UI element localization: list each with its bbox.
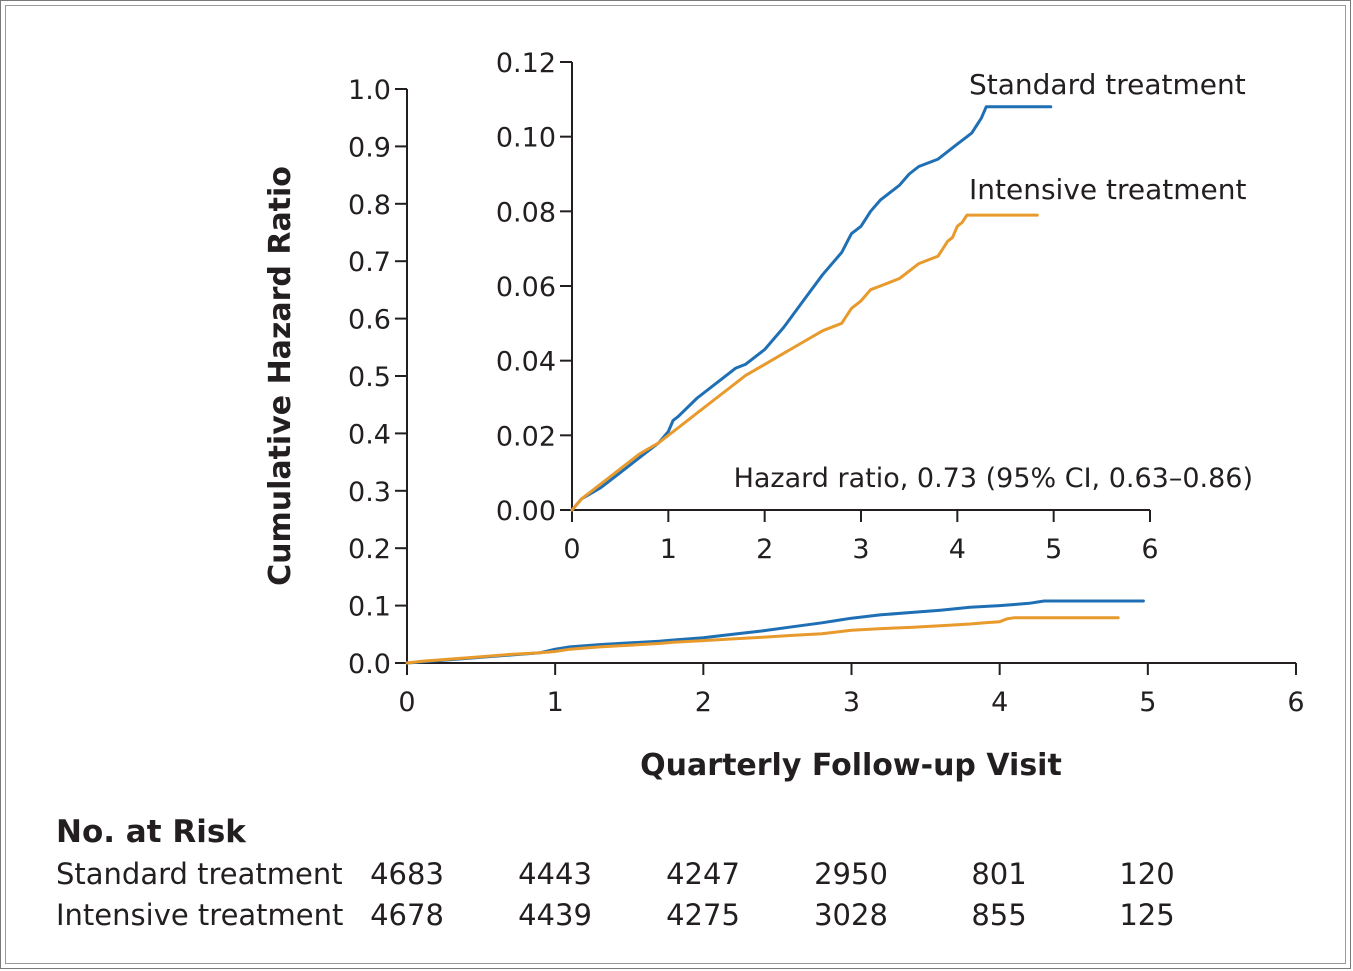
main-y-tick-label: 0.3 (348, 477, 391, 508)
main-y-tick-label: 0.8 (348, 190, 391, 221)
risk-row-label: Standard treatment (56, 857, 343, 891)
risk-count: 801 (971, 857, 1026, 891)
risk-count: 4275 (666, 898, 740, 932)
inset-x-tick-label: 3 (852, 534, 869, 565)
risk-count: 2950 (814, 857, 888, 891)
inset-x-tick-label: 2 (756, 534, 773, 565)
standard-treatment-label: Standard treatment (969, 68, 1246, 101)
main-y-tick-label: 0.5 (348, 362, 391, 393)
main-y-ticks: 0.0 0.1 0.2 0.3 0.4 0.5 0.6 0.7 0.8 0.9 1.0 (348, 75, 407, 680)
x-axis-title: Quarterly Follow-up Visit (640, 748, 1062, 783)
risk-count: 4439 (518, 898, 592, 932)
main-x-tick-label: 6 (1287, 687, 1304, 718)
inset-y-tick-label: 0.00 (496, 496, 556, 527)
intensive-treatment-label: Intensive treatment (969, 173, 1247, 206)
risk-count: 4443 (518, 857, 592, 891)
y-axis-title: Cumulative Hazard Ratio (263, 166, 298, 586)
main-x-ticks: 0 1 2 3 4 5 6 (398, 663, 1305, 718)
inset-x-tick-label: 0 (563, 534, 580, 565)
inset-x-ticks: 0 1 2 3 4 5 6 (563, 510, 1159, 565)
inset-y-tick-label: 0.06 (496, 272, 556, 303)
main-y-tick-label: 0.2 (348, 534, 391, 565)
inset-y-tick-label: 0.08 (496, 197, 556, 228)
main-x-tick-label: 1 (547, 687, 564, 718)
main-y-tick-label: 0.6 (348, 305, 391, 336)
risk-count: 4247 (666, 857, 740, 891)
risk-count: 125 (1119, 898, 1174, 932)
inset-y-tick-label: 0.04 (496, 347, 556, 378)
inset-y-tick-label: 0.12 (496, 48, 556, 79)
inset-x-tick-label: 4 (949, 534, 966, 565)
main-series-lines (405, 599, 1145, 665)
main-x-tick-label: 2 (695, 687, 712, 718)
risk-table: Standard treatment 4683 4443 4247 2950 801 120… (56, 857, 1175, 932)
main-y-tick-label: 0.7 (348, 247, 391, 278)
risk-count: 855 (971, 898, 1026, 932)
main-y-tick-label: 1.0 (348, 75, 391, 106)
risk-row-label: Intensive treatment (56, 898, 343, 932)
inset-y-tick-label: 0.10 (496, 123, 556, 154)
inset-y-ticks: 0.00 0.02 0.04 0.06 0.08 0.10 0.12 (496, 48, 572, 527)
inset-series-line-intensive (570, 213, 1039, 512)
inset-series-lines (570, 105, 1053, 512)
inset-y-tick-label: 0.02 (496, 421, 556, 452)
risk-count: 120 (1119, 857, 1174, 891)
inset-x-tick-label: 1 (660, 534, 677, 565)
main-y-tick-label: 0.9 (348, 132, 391, 163)
risk-count: 4678 (370, 898, 444, 932)
inset-x-tick-label: 5 (1045, 534, 1062, 565)
inset-series-line-standard (570, 105, 1053, 512)
main-series-line-intensive (405, 616, 1120, 665)
inset-x-tick-label: 6 (1141, 534, 1158, 565)
main-y-tick-label: 0.4 (348, 419, 391, 450)
risk-count: 4683 (370, 857, 444, 891)
main-x-tick-label: 5 (1139, 687, 1156, 718)
main-y-tick-label: 0.1 (348, 592, 391, 623)
main-x-tick-label: 0 (398, 687, 415, 718)
main-y-tick-label: 0.0 (348, 649, 391, 680)
risk-table-title: No. at Risk (56, 814, 247, 850)
main-x-tick-label: 3 (843, 687, 860, 718)
main-x-tick-label: 4 (991, 687, 1008, 718)
hazard-ratio-annotation: Hazard ratio, 0.73 (95% CI, 0.63–0.86) (734, 463, 1253, 494)
risk-count: 3028 (814, 898, 888, 932)
